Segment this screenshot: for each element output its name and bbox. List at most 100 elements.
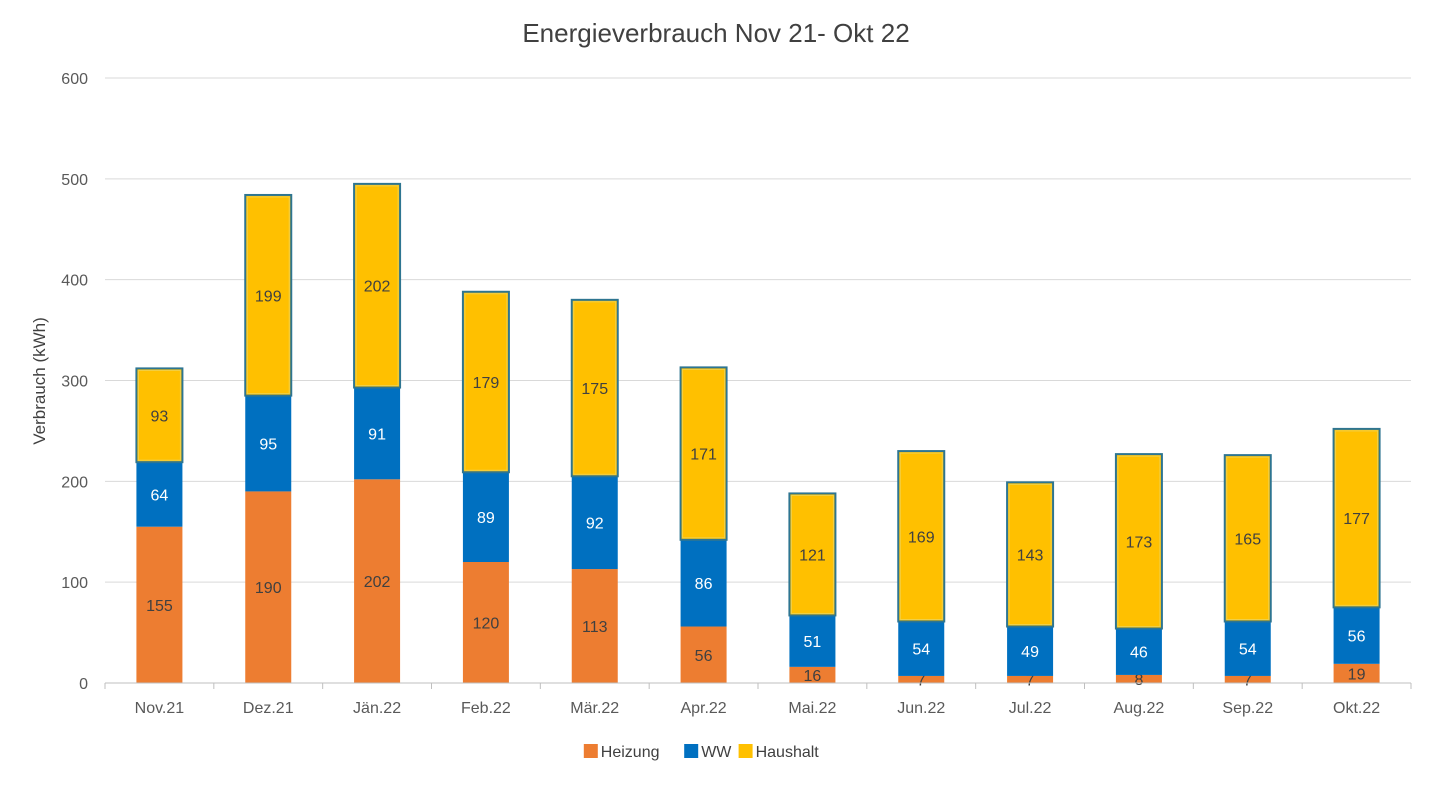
data-label: 173 <box>1126 534 1153 551</box>
legend: Heizung WW Haushalt <box>583 744 820 761</box>
data-label: 91 <box>368 426 386 443</box>
legend-label: Haushalt <box>756 744 820 761</box>
y-tick-label: 400 <box>61 273 88 290</box>
data-label: 56 <box>695 648 713 665</box>
x-tick-label: Nov.21 <box>135 700 185 717</box>
y-tick-label: 200 <box>61 474 88 491</box>
data-label: 86 <box>695 576 713 593</box>
x-tick-label: Dez.21 <box>243 700 294 717</box>
bar-segment-ww <box>571 476 618 570</box>
bar-segment-haushalt <box>788 492 837 617</box>
data-label: 175 <box>581 381 608 398</box>
data-label: 93 <box>151 408 169 425</box>
data-label: 54 <box>1239 642 1257 659</box>
bar-segment-ww <box>1115 628 1162 675</box>
data-label: 95 <box>259 437 277 454</box>
x-tick-label: Jun.22 <box>897 700 945 717</box>
x-tick-label: Mai.22 <box>788 700 836 717</box>
legend-label: WW <box>701 744 732 761</box>
data-label: 143 <box>1017 547 1044 564</box>
chart-title: Energieverbrauch Nov 21- Okt 22 <box>522 18 909 48</box>
bar-segment-haushalt <box>135 367 184 464</box>
data-label: 190 <box>255 580 282 597</box>
bar-segment-inner-border <box>1117 455 1161 628</box>
data-label: 54 <box>912 642 930 659</box>
bar-segment-inner-border <box>899 452 943 620</box>
bar-segment-ww <box>789 615 836 667</box>
x-tick-label: Sep.22 <box>1222 700 1273 717</box>
bar-segment-heizung <box>245 491 292 683</box>
data-label: 7 <box>1026 672 1035 689</box>
bar-segment-heizung <box>136 526 183 683</box>
data-label: 19 <box>1348 666 1366 683</box>
data-label: 7 <box>1243 672 1252 689</box>
x-tick-label: Aug.22 <box>1114 700 1165 717</box>
bar-segment-ww <box>245 395 292 492</box>
bar-segment-inner-border <box>1008 483 1052 626</box>
data-label: 169 <box>908 529 935 546</box>
data-label: 202 <box>364 574 391 591</box>
legend-label: Heizung <box>601 744 660 761</box>
data-label: 165 <box>1234 531 1261 548</box>
data-label: 155 <box>146 598 173 615</box>
bar-segment-ww <box>462 472 509 562</box>
data-label: 8 <box>1134 672 1143 689</box>
bar-segment-ww <box>1007 626 1054 676</box>
data-label: 177 <box>1343 511 1370 528</box>
data-label: 16 <box>804 668 822 685</box>
bar-segment-heizung <box>571 569 618 683</box>
bars: 155 64 93 190 95 199 202 91 202 120 89 179 113 92 175 5… <box>135 182 1381 689</box>
x-tick-label: Mär.22 <box>570 700 619 717</box>
bar-segment-ww <box>1224 621 1271 676</box>
bar-segment-inner-border <box>1226 456 1270 620</box>
bar-segment-inner-border <box>682 368 726 539</box>
bar-segment-heizung <box>1224 675 1271 683</box>
data-label: 121 <box>799 547 826 564</box>
x-tick-label: Feb.22 <box>461 700 511 717</box>
data-label: 64 <box>151 487 169 504</box>
x-axis: Nov.21 Dez.21 Jän.22 Feb.22 Mär.22 Apr.22 Mai.… <box>104 682 1412 717</box>
y-tick-label: 600 <box>61 71 88 88</box>
bar-segment-heizung <box>462 562 509 683</box>
bar-segment-heizung <box>1007 675 1054 683</box>
y-tick-label: 500 <box>61 172 88 189</box>
bar-segment-inner-border <box>464 293 508 471</box>
y-tick-label: 0 <box>79 676 88 693</box>
bar-segment-heizung <box>1115 674 1162 683</box>
bar-segment-inner-border <box>137 369 181 461</box>
bar-segment-haushalt <box>1223 454 1272 623</box>
bar-segment-inner-border <box>246 196 290 395</box>
bar-segment-heizung <box>680 626 727 683</box>
data-label: 56 <box>1348 629 1366 646</box>
bar-segment-heizung <box>789 666 836 683</box>
x-tick-label: Okt.22 <box>1333 700 1380 717</box>
bar-segment-heizung <box>1333 663 1380 683</box>
data-label: 49 <box>1021 644 1039 661</box>
legend-swatch-heizung <box>583 744 598 758</box>
bar-segment-ww <box>1333 607 1380 664</box>
data-label: 120 <box>473 616 500 633</box>
y-axis-ticks: 0 100 200 300 400 500 600 <box>61 71 88 693</box>
bar-segment-ww <box>136 462 183 527</box>
bar-segment-haushalt <box>1006 481 1055 628</box>
data-label: 7 <box>917 672 926 689</box>
bar-segment-inner-border <box>355 185 399 387</box>
bar-segment-ww <box>354 387 401 480</box>
data-label: 89 <box>477 510 495 527</box>
gridlines <box>105 77 1411 583</box>
data-label: 92 <box>586 516 604 533</box>
x-tick-label: Apr.22 <box>680 700 726 717</box>
data-label: 171 <box>690 447 717 464</box>
bar-segment-inner-border <box>790 494 834 614</box>
x-tick-label: Jän.22 <box>353 700 401 717</box>
bar-segment-haushalt <box>1114 453 1163 630</box>
bar-segment-heizung <box>898 675 945 683</box>
y-tick-label: 300 <box>61 374 88 391</box>
bar-segment-inner-border <box>1335 430 1379 606</box>
bar-segment-inner-border <box>573 301 617 475</box>
data-label: 179 <box>473 375 500 392</box>
data-label: 202 <box>364 279 391 296</box>
data-label: 46 <box>1130 645 1148 662</box>
